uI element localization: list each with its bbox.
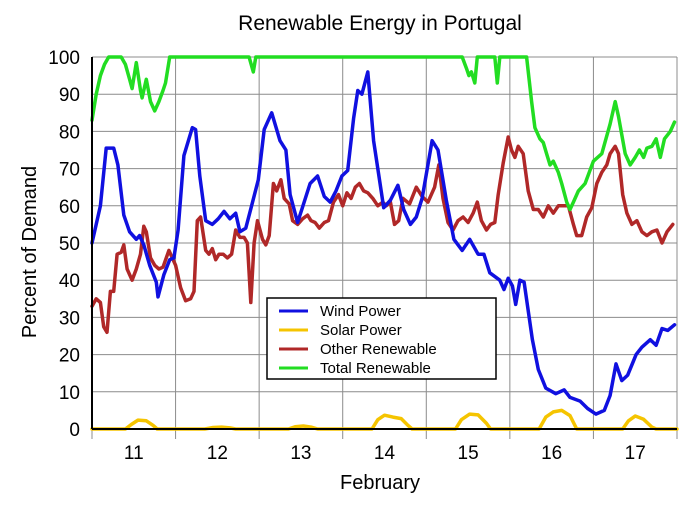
y-tick-label: 60 [59,197,80,218]
x-tick-labels: 11 12 13 14 15 16 17 [124,443,646,464]
y-tick-label: 30 [59,308,80,329]
y-tick-label: 10 [59,383,80,404]
x-tick-label: 13 [290,443,311,464]
legend: Wind Power Solar Power Other Renewable Tota… [266,297,497,380]
legend-label: Solar Power [320,322,402,339]
legend-label: Total Renewable [320,360,431,377]
y-axis-label: Percent of Demand [19,166,41,338]
axes [91,57,677,430]
chart-title: Renewable Energy in Portugal [238,12,522,35]
legend-label: Wind Power [320,303,401,320]
x-tick-label: 14 [374,443,396,464]
y-tick-label: 80 [59,122,80,143]
y-tick-label: 50 [59,234,80,255]
series-line-total-renewable [90,55,677,212]
x-tick-label: 16 [541,443,562,464]
y-tick-label: 40 [59,271,80,292]
y-tick-label: 90 [59,85,80,106]
x-tick-label: 15 [458,443,479,464]
y-tick-label: 0 [69,420,80,441]
y-tick-label: 20 [59,346,80,367]
legend-label: Other Renewable [320,341,437,358]
x-axis-label: February [340,472,420,494]
y-tick-label: 70 [59,160,80,181]
y-tick-labels: 0 10 20 30 40 50 60 70 80 90 100 [48,48,80,441]
x-tick-label: 12 [207,443,228,464]
x-tick-label: 17 [625,443,646,464]
y-tick-label: 100 [48,48,80,69]
series-line-wind-power [90,70,677,416]
x-tick-label: 11 [124,443,144,464]
